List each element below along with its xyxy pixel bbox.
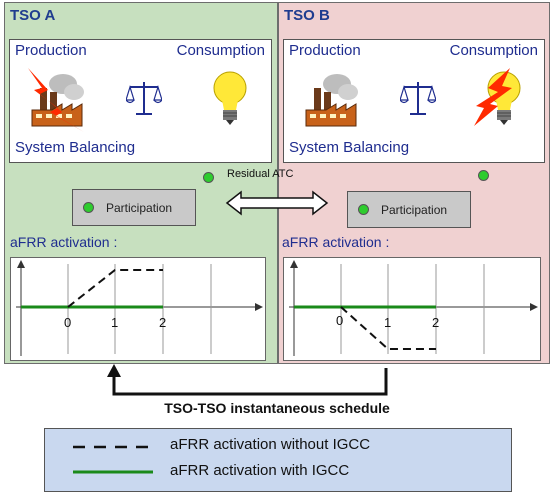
legend-dashed-swatch: [73, 445, 153, 449]
tso-b-consumption-label: Consumption: [449, 42, 538, 59]
participation-indicator: [358, 204, 369, 215]
tso-b-participation-label: Participation: [381, 202, 448, 217]
legend: aFRR activation without IGCC aFRR activa…: [44, 428, 512, 492]
lightning-icon: [474, 68, 512, 126]
scale-icon: [400, 82, 436, 115]
tick-1: 1: [384, 315, 391, 330]
tso-a-consumption-label: Consumption: [176, 42, 265, 59]
tick-2: 2: [432, 315, 439, 330]
lightbulb-icon: [213, 71, 247, 125]
residual-atc-label: Residual ATC: [227, 168, 294, 180]
tso-b-participation-box: Participation: [347, 191, 471, 228]
tick-0: 0: [336, 313, 343, 328]
tick-2: 2: [159, 315, 166, 330]
tso-a-title: TSO A: [10, 7, 56, 24]
tso-b-balancing-label: System Balancing: [289, 139, 410, 156]
tso-b-balance-box: Production Consumption System Balancing: [283, 39, 545, 163]
residual-atc-indicator-a: [203, 172, 214, 183]
residual-atc-indicator-b: [478, 170, 489, 181]
schedule-label: TSO-TSO instantaneous schedule: [164, 400, 390, 416]
tso-b-production-label: Production: [289, 42, 361, 59]
legend-dashed-label: aFRR activation without IGCC: [170, 436, 371, 453]
tso-a-participation-label: Participation: [106, 200, 173, 215]
factory-icon: [305, 74, 358, 127]
tso-b-afrr-title: aFRR activation :: [282, 234, 390, 250]
exchange-arrow-icon: [225, 190, 329, 216]
lightning-icon: [28, 68, 84, 132]
legend-solid-label: aFRR activation with IGCC: [170, 462, 350, 479]
tso-a-balance-box: Production Consumption System Balancing: [9, 39, 272, 163]
tso-a-afrr-title: aFRR activation :: [10, 234, 118, 250]
participation-indicator: [83, 202, 94, 213]
tso-b-afrr-graph: 0 1 2: [283, 257, 541, 361]
scale-icon: [126, 82, 162, 115]
tso-a-production-label: Production: [15, 42, 87, 59]
no-igcc-line: [340, 306, 436, 350]
tso-a-afrr-graph: 0 1 2: [10, 257, 266, 361]
tso-b-panel: TSO B Production Consumption System Bala…: [278, 2, 550, 364]
factory-icon: [28, 68, 84, 132]
tick-1: 1: [111, 315, 118, 330]
tick-0: 0: [64, 315, 71, 330]
schedule-arrow-icon: [107, 364, 388, 396]
tso-b-title: TSO B: [284, 7, 330, 24]
no-igcc-line: [67, 269, 163, 308]
legend-solid-swatch: [73, 470, 153, 474]
lightbulb-icon: [474, 68, 521, 126]
tso-a-balancing-label: System Balancing: [15, 139, 136, 156]
tso-a-participation-box: Participation: [72, 189, 196, 226]
tso-a-panel: TSO A Production Consumption System Bala…: [4, 2, 278, 364]
